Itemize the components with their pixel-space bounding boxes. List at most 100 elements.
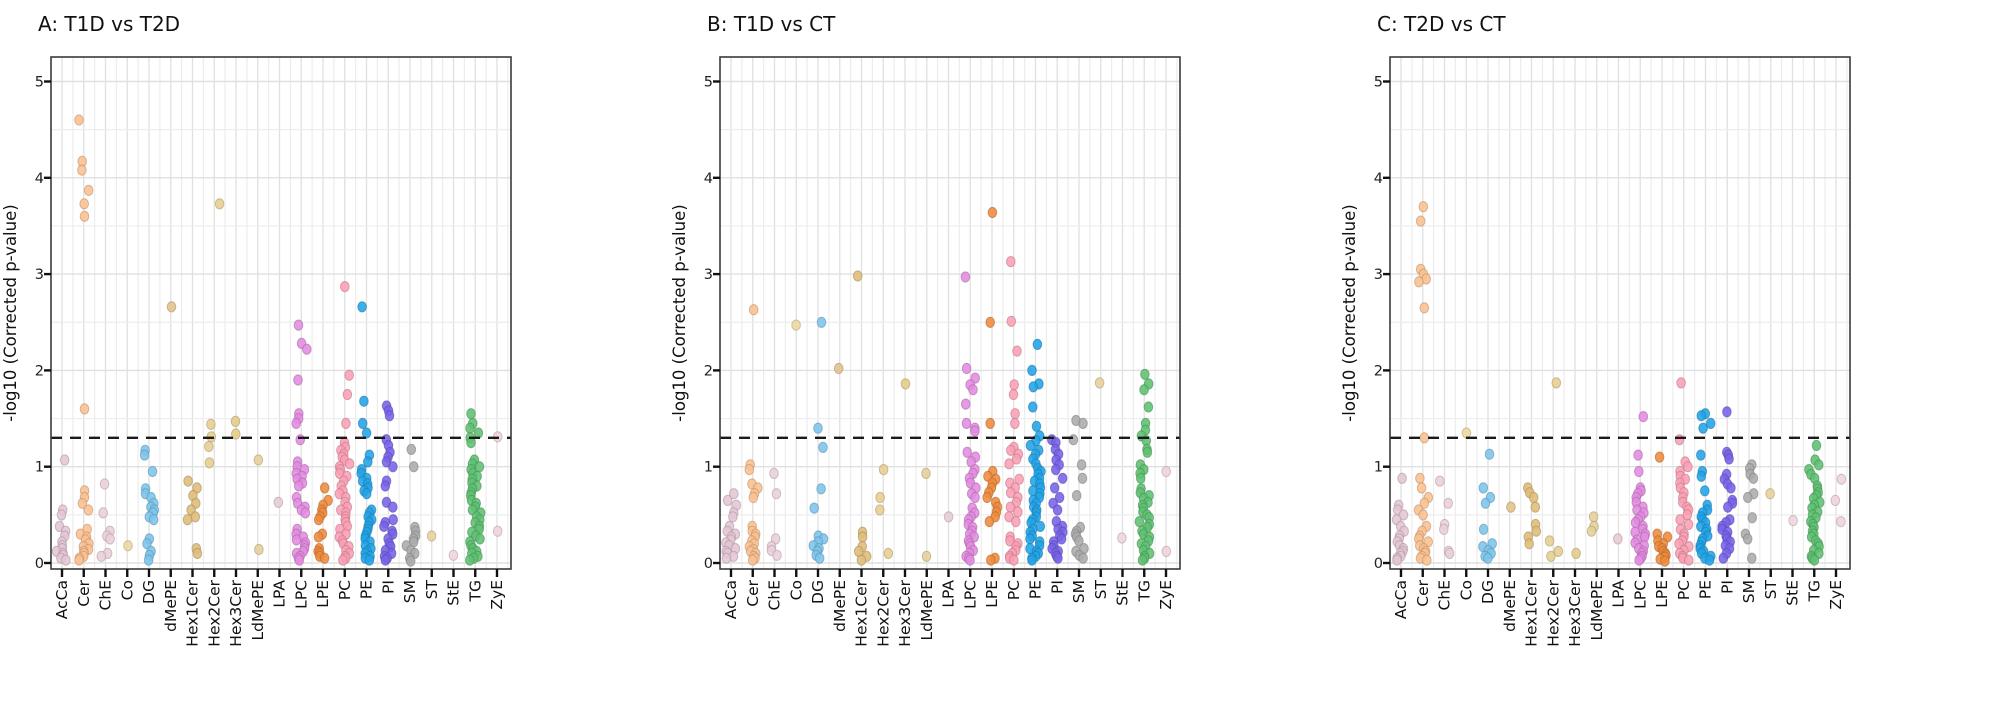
data-point-DG <box>1484 448 1495 460</box>
data-point-Co <box>123 540 133 552</box>
data-point-TG <box>465 422 475 434</box>
panel-b: 0 1 2 3 4 5 AcCa Cer ChE Co DG dMePE Hex1Cer Hex2Cer H… <box>669 0 1339 703</box>
y-axis-label: -log10 (Corrected p-value) <box>1340 204 1359 421</box>
x-tick-label-PI: PI <box>1718 580 1736 594</box>
data-point-ST <box>426 530 437 542</box>
data-point-PI <box>388 461 398 473</box>
panel-title: A: T1D vs T2D <box>38 12 180 36</box>
data-point-TG <box>1135 472 1146 484</box>
data-point-PE <box>1704 554 1715 566</box>
data-point-Hex2Cer <box>875 504 885 516</box>
x-tick-label-ST: ST <box>423 579 441 599</box>
data-point-Hex1Cer <box>192 547 203 560</box>
data-point-LPC <box>962 446 973 458</box>
panel-title: B: T1D vs CT <box>707 12 836 36</box>
data-point-Hex1Cer <box>1528 491 1539 504</box>
x-tick-label-LdMePE: LdMePE <box>249 580 267 641</box>
data-point-LPC <box>970 425 980 437</box>
data-point-PE <box>1700 485 1710 497</box>
data-point-ChE <box>1435 475 1445 487</box>
data-point-LPC <box>961 362 972 375</box>
data-point-ChE <box>99 478 110 490</box>
data-point-LPC <box>302 343 312 355</box>
data-point-DG <box>814 552 825 564</box>
data-point-PI <box>380 480 391 492</box>
data-point-TG <box>1134 516 1145 528</box>
data-point-PC <box>1675 514 1685 526</box>
x-tick-label-LPA: LPA <box>271 580 289 608</box>
data-point-LPE <box>319 482 330 494</box>
data-point-PI <box>1049 482 1060 494</box>
data-point-PE <box>1032 338 1043 350</box>
y-tick-label: 0 <box>1374 556 1383 572</box>
data-point-LPE <box>1654 451 1665 463</box>
panel-c-chart: 0 1 2 3 4 5 AcCa Cer ChE Co DG dMePE Hex1Cer Hex2Cer H… <box>1340 12 1851 647</box>
x-tick-label-LPA: LPA <box>1610 580 1628 608</box>
data-point-Hex1Cer <box>852 270 863 282</box>
data-point-SM <box>1743 491 1753 504</box>
data-point-PE <box>1028 401 1038 413</box>
x-tick-label-ChE: ChE <box>1436 580 1454 610</box>
data-point-PC <box>1010 417 1020 429</box>
data-point-PE <box>361 427 372 439</box>
data-point-PC <box>1011 453 1022 465</box>
x-tick-label-LPE: LPE <box>1653 580 1671 608</box>
data-point-Hex3Cer <box>900 378 911 390</box>
data-point-SM <box>1071 490 1082 502</box>
data-point-Cer <box>748 304 759 316</box>
x-tick-label-PE: PE <box>1027 580 1045 599</box>
data-point-Co <box>791 319 801 331</box>
data-point-ZyE <box>1830 494 1841 506</box>
y-axis-label: -log10 (Corrected p-value) <box>1 204 20 421</box>
data-point-TG <box>466 437 476 449</box>
y-axis-label: -log10 (Corrected p-value) <box>670 204 689 421</box>
data-point-ChE <box>1439 523 1449 535</box>
x-tick-label-ZyE: ZyE <box>1157 580 1175 610</box>
data-point-dMePE <box>833 362 844 375</box>
y-tick-label: 3 <box>35 267 44 283</box>
x-tick-label-Cer: Cer <box>1414 579 1432 606</box>
x-tick-label-AcCa: AcCa <box>1392 580 1410 619</box>
data-point-Hex3Cer <box>1571 547 1581 560</box>
data-point-LPC <box>965 554 975 566</box>
x-tick-label-ST: ST <box>1092 579 1110 599</box>
data-point-Cer <box>83 184 94 196</box>
data-point-DG <box>1478 482 1489 494</box>
plot-border <box>719 56 1181 570</box>
data-point-Cer <box>1416 482 1427 494</box>
data-point-Hex2Cer <box>878 464 889 476</box>
data-point-SM <box>1078 552 1088 564</box>
data-point-LPC <box>300 507 311 519</box>
data-point-AcCa <box>56 509 67 521</box>
data-point-Hex2Cer <box>206 418 216 430</box>
x-tick-label-LPC: LPC <box>1631 580 1649 609</box>
data-point-LdMePE <box>921 467 931 479</box>
x-tick-label-dMePE: dMePE <box>1501 580 1519 632</box>
data-point-LdMePE <box>253 454 264 466</box>
x-tick-label-dMePE: dMePE <box>162 580 180 632</box>
data-point-AcCa <box>1398 509 1409 521</box>
data-point-DG <box>1478 523 1489 535</box>
plot-border <box>50 56 512 570</box>
x-tick-label-Hex2Cer: Hex2Cer <box>1544 579 1562 646</box>
data-point-SM <box>1077 472 1088 484</box>
x-tick-label-StE: StE <box>1784 580 1802 606</box>
data-point-Cer <box>74 114 84 126</box>
data-point-LPA <box>1613 533 1623 545</box>
data-point-PC <box>1012 345 1022 357</box>
data-point-ChE <box>769 467 779 479</box>
data-point-ChE <box>105 533 115 545</box>
data-point-Cer <box>1419 432 1430 444</box>
x-tick-label-StE: StE <box>445 580 463 606</box>
x-tick-label-PC: PC <box>1005 580 1023 600</box>
data-point-PC <box>340 281 350 293</box>
data-point-PC <box>1005 487 1016 499</box>
data-point-LPA <box>943 511 954 523</box>
data-point-PC <box>1008 388 1019 401</box>
data-point-LPA <box>273 496 284 508</box>
data-point-PI <box>1053 552 1063 564</box>
data-point-Co <box>1461 427 1472 439</box>
data-point-LPE <box>319 552 330 564</box>
data-point-PE <box>1696 449 1706 461</box>
